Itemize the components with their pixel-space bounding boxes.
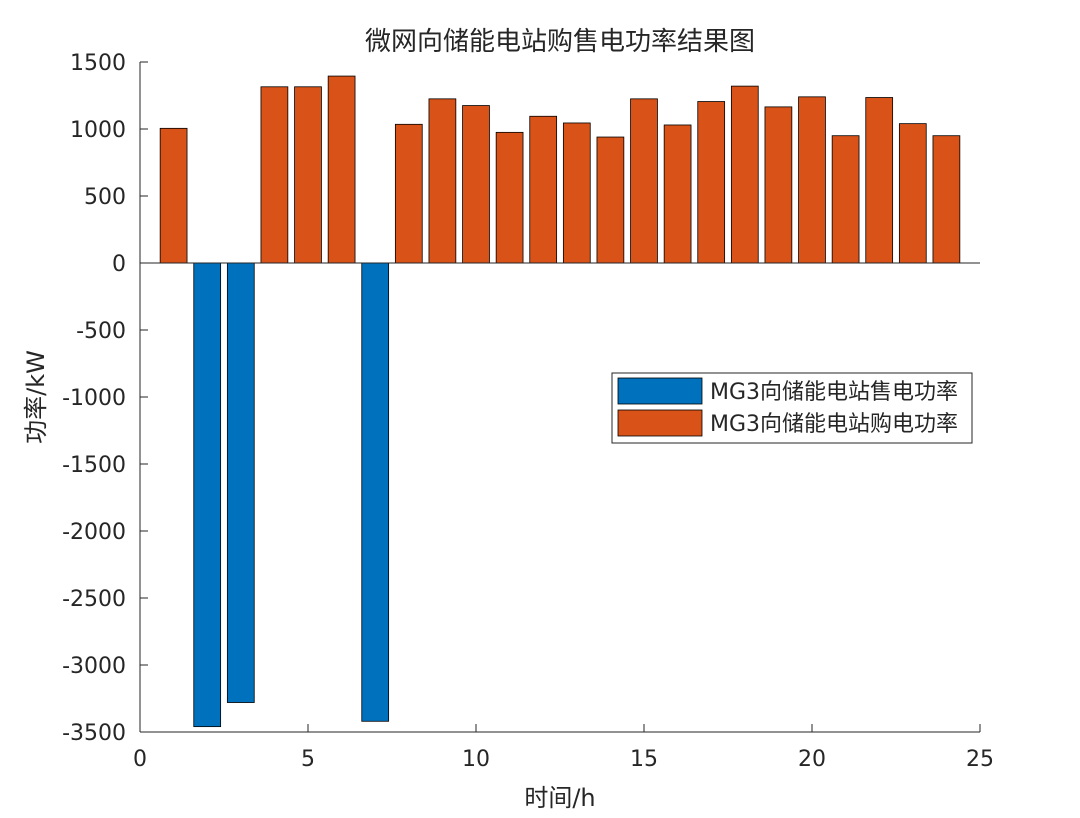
legend-swatch-2: [617, 409, 703, 437]
x-axis-label: 时间/h: [524, 784, 595, 812]
x-tick-label: 10: [462, 747, 490, 772]
bar-series-2-x-19: [764, 106, 793, 264]
bar-series-2-x-22: [865, 97, 894, 264]
bar-series-1-x-2: [193, 262, 222, 728]
bar-series-1-x-3: [226, 262, 255, 703]
y-tick-label: -500: [76, 319, 126, 344]
y-tick-label: 0: [112, 252, 126, 277]
bar-series-2-x-14: [596, 136, 625, 264]
bar-series-2-x-8: [394, 123, 423, 264]
x-tick-label: 0: [133, 747, 147, 772]
bar-series-2-x-10: [462, 105, 490, 264]
y-tick-label: -3000: [62, 654, 126, 679]
x-tick-label: 25: [966, 747, 994, 772]
bar-series-2-x-18: [730, 85, 759, 264]
x-tick-label: 5: [301, 747, 315, 772]
bar-series-2-x-23: [898, 123, 927, 264]
bar-series-2-x-16: [663, 124, 692, 264]
y-tick-label: 500: [84, 185, 126, 210]
y-tick-label: -1000: [62, 386, 126, 411]
x-tick-label: 20: [798, 747, 826, 772]
y-axis-label: 功率/kW: [22, 350, 50, 444]
bar-series-2-x-6: [327, 75, 356, 264]
y-tick-label: -2500: [62, 587, 126, 612]
bar-series-2-x-17: [697, 101, 726, 264]
bar-series-2-x-4: [260, 86, 289, 264]
bar-series-1-x-7: [361, 262, 390, 722]
y-tick-label: -2000: [62, 520, 126, 545]
legend: MG3向储能电站售电功率 MG3向储能电站购电功率: [611, 372, 973, 444]
x-tick-label: 15: [630, 747, 658, 772]
chart-title: 微网向储能电站购售电功率结果图: [365, 27, 755, 57]
y-tick-label: -1500: [62, 453, 126, 478]
ticks-group: 0 5 10 15 20 25 -3500 -3000 -2500 -2000 -1500 -1000…: [62, 51, 994, 772]
bar-series-2-x-24: [932, 135, 961, 264]
bar-series-2-x-21: [831, 135, 860, 264]
bar-series-2-x-11: [495, 131, 524, 264]
bar-series-2-x-13: [562, 122, 591, 264]
bar-series-2-x-20: [798, 96, 826, 264]
legend-swatch-1: [617, 377, 703, 405]
bar-series-2-x-9: [428, 98, 457, 264]
legend-label-1: MG3向储能电站售电功率: [710, 380, 958, 405]
y-tick-label: 1000: [70, 118, 126, 143]
bar-series-2-x-1: [159, 127, 188, 264]
y-tick-label: -3500: [62, 721, 126, 746]
legend-label-2: MG3向储能电站购电功率: [710, 412, 958, 437]
bar-series-2-x-5: [294, 86, 322, 264]
bar-series-2-x-12: [529, 115, 558, 264]
y-tick-label: 1500: [70, 51, 126, 76]
bar-series-2-x-15: [630, 98, 658, 264]
